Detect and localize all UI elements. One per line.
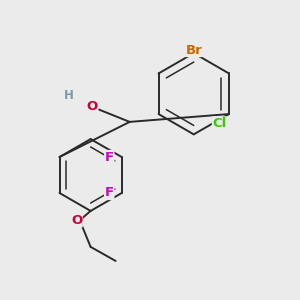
Text: H: H xyxy=(64,89,74,102)
Text: O: O xyxy=(71,214,82,227)
Text: Cl: Cl xyxy=(212,117,227,130)
Text: Br: Br xyxy=(185,44,202,56)
Text: F: F xyxy=(105,151,114,164)
Text: F: F xyxy=(105,187,114,200)
Text: O: O xyxy=(87,100,98,113)
